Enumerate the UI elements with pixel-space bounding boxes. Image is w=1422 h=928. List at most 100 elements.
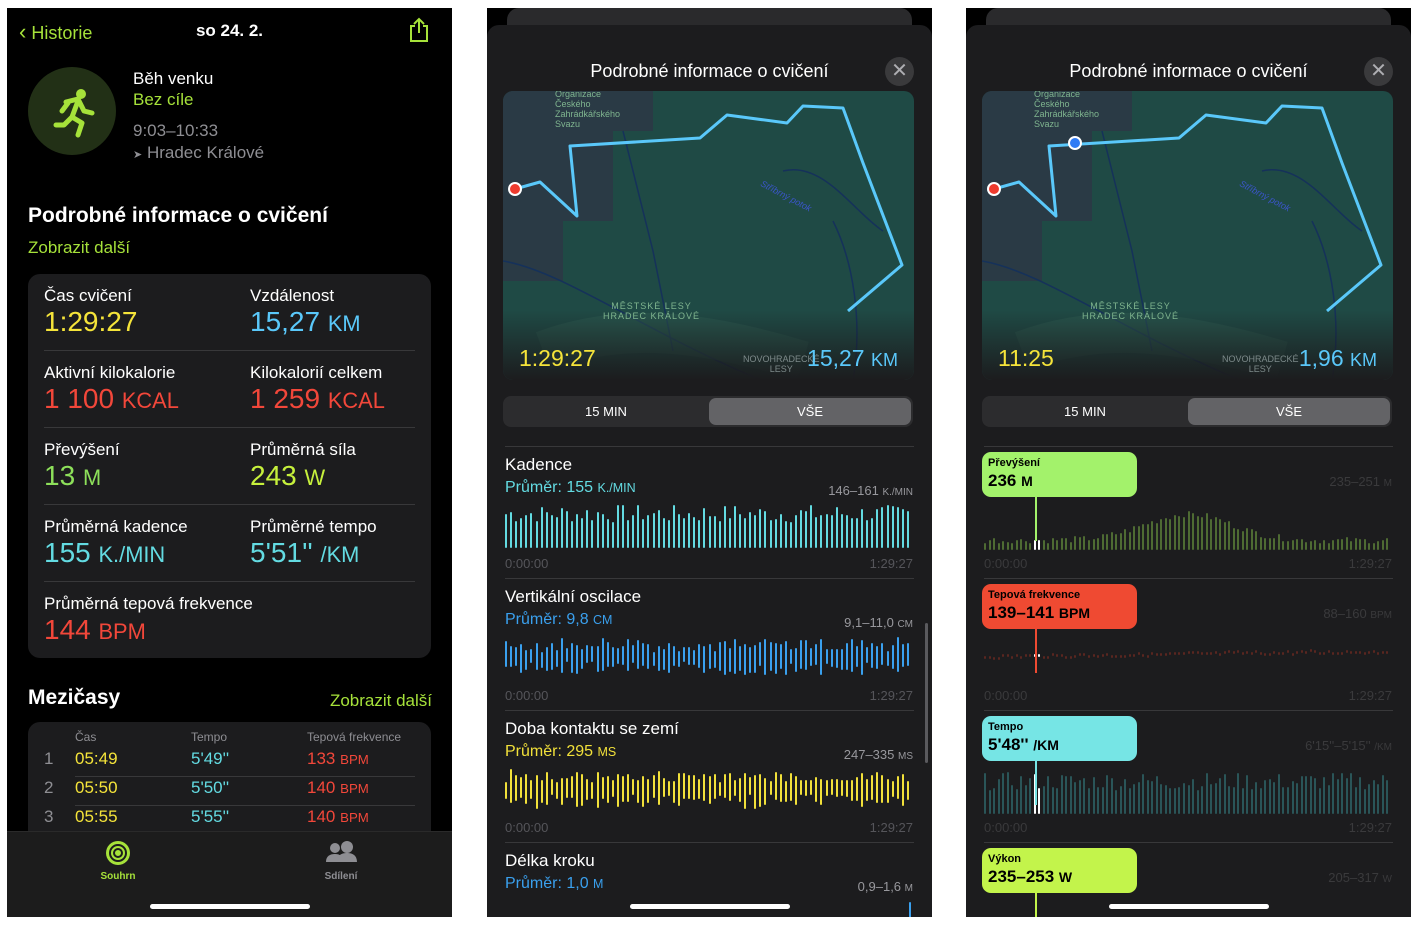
chart-bar: [1038, 540, 1041, 550]
scrollbar[interactable]: [925, 623, 928, 763]
scrub-line[interactable]: [1035, 496, 1037, 541]
metric-chart[interactable]: [984, 506, 1391, 550]
chart-bar: [1196, 789, 1199, 814]
chart-bar: [627, 774, 630, 803]
chart-bar: [1354, 650, 1357, 654]
chart-bar: [1336, 778, 1339, 814]
sheet: Podrobné informace o cvičení ✕ Organizac…: [487, 25, 932, 917]
metric-title: Kadence: [505, 455, 573, 474]
details-show-more-link[interactable]: Zobrazit další: [28, 238, 131, 257]
chart-bar: [1124, 654, 1127, 658]
chart-bar: [1146, 655, 1149, 659]
scrub-line[interactable]: [1035, 760, 1037, 805]
back-button[interactable]: ‹ Historie: [19, 19, 92, 45]
chart-bar: [601, 513, 604, 548]
tooltip-unit: BPM: [1058, 605, 1091, 621]
chart-bar: [576, 644, 579, 674]
chart-bar: [779, 514, 782, 548]
chart-bar: [535, 643, 538, 671]
stat-unit: kcal: [327, 388, 385, 413]
chart-bar: [1178, 651, 1181, 655]
hr-unit: BPM: [340, 781, 369, 796]
chart-bar: [1101, 654, 1104, 658]
chart-bar: [723, 773, 726, 799]
segment-all[interactable]: VŠE: [1188, 398, 1390, 425]
chart-bar: [997, 656, 1000, 660]
chart-bar: [693, 775, 696, 801]
chart-bar: [1318, 542, 1321, 550]
position-marker[interactable]: [1068, 136, 1082, 150]
chart-bar: [1088, 654, 1090, 658]
chart-bar: [515, 520, 518, 548]
metric-chart[interactable]: [505, 502, 912, 548]
chart-bar: [789, 773, 792, 801]
chart-bar: [1386, 650, 1389, 654]
axis-start-label: 0:00:00: [984, 688, 1028, 703]
chart-bar: [754, 775, 757, 809]
table-row: 1 05:49 5'49'' 133 BPM: [28, 749, 431, 778]
metric-chart[interactable]: [505, 634, 912, 680]
average-value: Průměr: 9,8: [505, 611, 589, 628]
chart-bar: [805, 779, 808, 797]
start-marker: [508, 182, 522, 196]
chart-bar: [1029, 543, 1032, 550]
chart-bar: [647, 779, 650, 804]
metric-average: Průměr: 155 k./min: [505, 479, 636, 497]
route-line: [993, 104, 1383, 313]
range-unit: W: [1382, 874, 1392, 885]
map-label-novohradecke: NOVOHRADECKÉ LESY: [1222, 354, 1299, 374]
share-icon[interactable]: [408, 17, 430, 43]
chart-bar: [764, 639, 767, 676]
chart-bar: [1015, 540, 1018, 550]
chart-bar: [586, 779, 589, 800]
chart-bar: [581, 649, 584, 669]
chart-bar: [1078, 537, 1081, 550]
chart-bar: [667, 519, 670, 548]
scrub-line[interactable]: [1035, 628, 1037, 673]
route-map[interactable]: Organizace Českého Zahrádkářského Svazu S…: [982, 91, 1393, 380]
route-map[interactable]: Organizace Českého Zahrádkářského Svazu S…: [503, 91, 914, 380]
chart-bar: [1264, 537, 1267, 550]
metric-chart[interactable]: [505, 766, 912, 812]
splits-show-more-link[interactable]: Zobrazit další: [329, 691, 432, 710]
range-segmented-control: 15 MIN VŠE: [982, 396, 1392, 427]
home-indicator: [1109, 904, 1269, 909]
metric-chart[interactable]: [984, 638, 1391, 682]
chart-bar: [1268, 778, 1271, 814]
metric-chart[interactable]: [984, 770, 1391, 814]
divider: [984, 578, 1393, 579]
close-button[interactable]: ✕: [885, 57, 914, 86]
tab-label: Sdílení: [324, 871, 358, 882]
chart-bar: [1056, 653, 1059, 657]
chart-bar: [611, 780, 614, 797]
chart-bar: [1296, 782, 1299, 814]
range-unit: ms: [898, 751, 913, 762]
chart-bar: [1142, 654, 1145, 658]
chart-bar: [1092, 776, 1095, 814]
chart-bar: [555, 517, 558, 548]
chart-bar: [1323, 539, 1326, 550]
range-value: 88–160: [1323, 606, 1367, 621]
chart-bar: [1255, 650, 1258, 654]
metric-range: 9,1–11,0 cm: [844, 615, 913, 630]
split-time: 05:50: [75, 778, 118, 797]
chart-bar: [1015, 654, 1018, 658]
chart-bar: [1047, 775, 1050, 814]
distance-unit: km: [871, 350, 898, 370]
chart-bar: [856, 645, 859, 668]
chart-bar: [739, 645, 742, 671]
close-button[interactable]: ✕: [1364, 57, 1393, 86]
chart-bar: [1173, 514, 1176, 550]
chart-bar: [1219, 778, 1222, 814]
segment-15-min[interactable]: 15 MIN: [585, 404, 627, 419]
chart-bar: [606, 776, 609, 803]
segment-15-min[interactable]: 15 MIN: [1064, 404, 1106, 419]
tab-souhrn[interactable]: Souhrn: [87, 840, 149, 882]
column-header: Tepová frekvence: [307, 730, 402, 744]
scrub-line[interactable]: [1035, 892, 1037, 917]
chart-bar: [1359, 538, 1362, 550]
tab-sdileni[interactable]: Sdílení: [310, 840, 372, 882]
chart-bar: [566, 778, 569, 799]
chart-bar: [1372, 542, 1375, 550]
segment-all[interactable]: VŠE: [709, 398, 911, 425]
